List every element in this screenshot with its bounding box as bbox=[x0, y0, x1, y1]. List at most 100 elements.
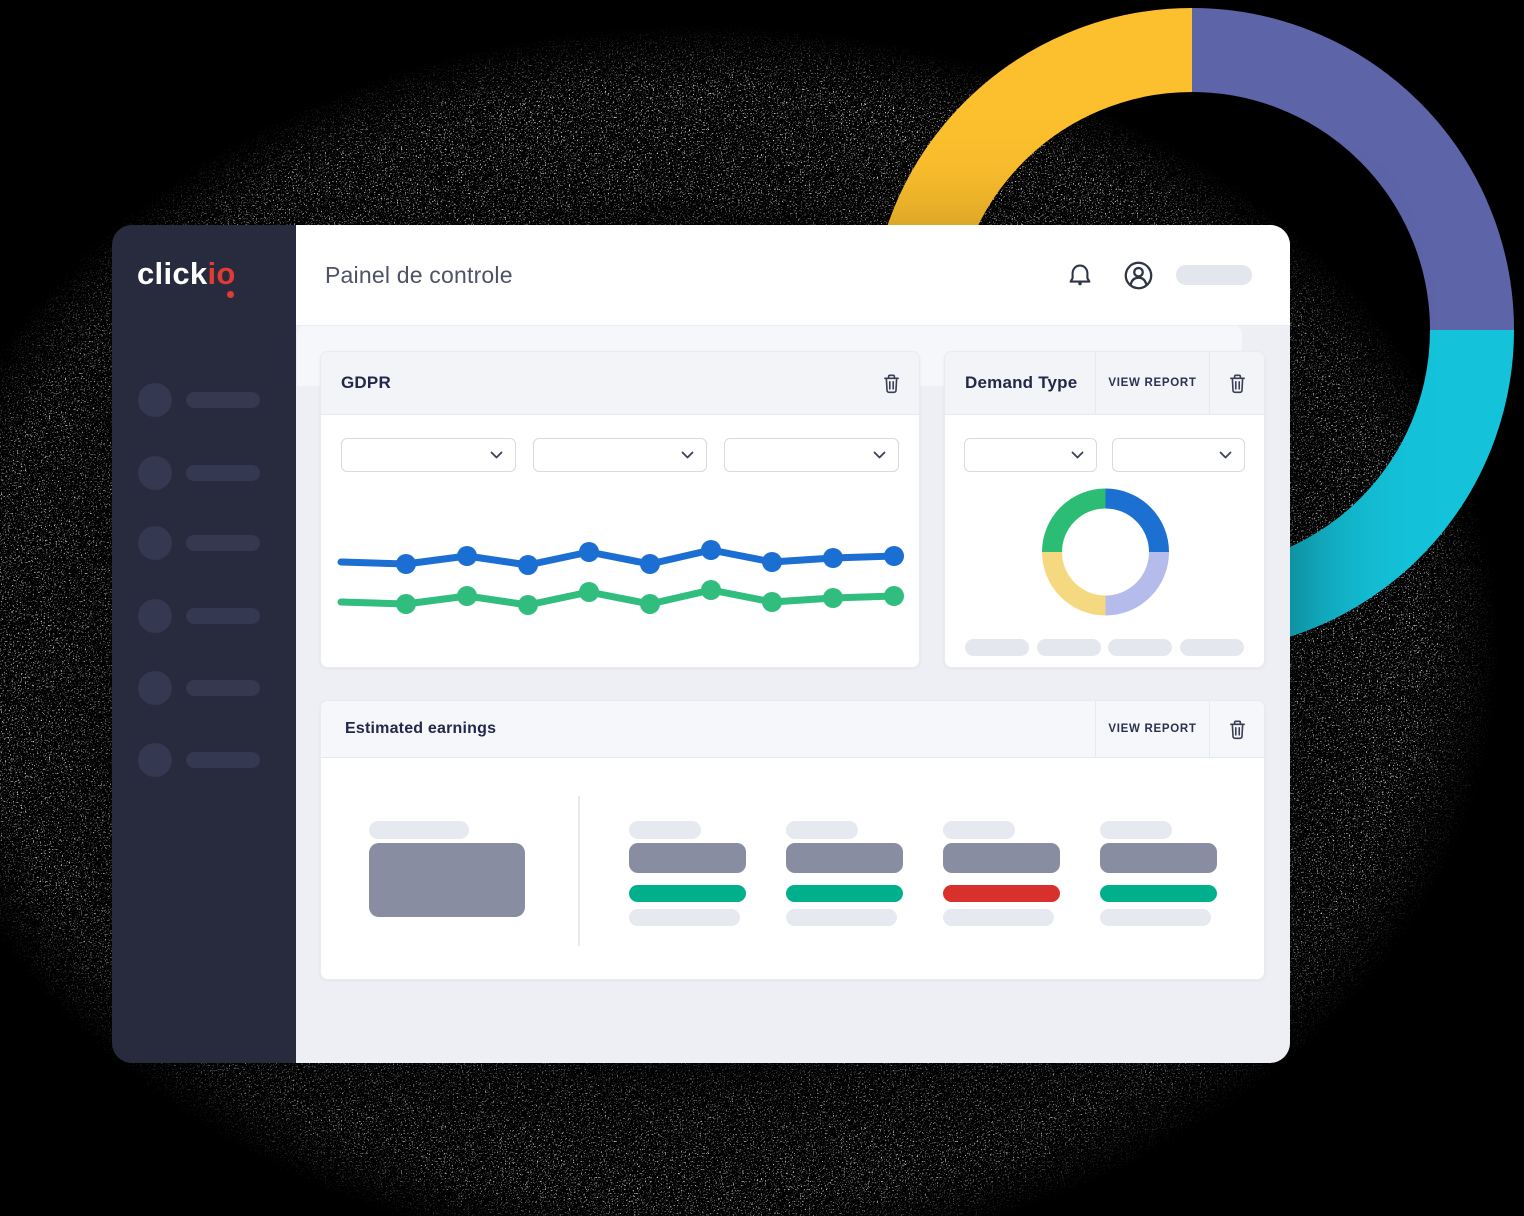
sidebar-item-1[interactable] bbox=[138, 383, 260, 417]
data-point bbox=[762, 592, 782, 612]
logo-dot bbox=[226, 291, 234, 298]
sidebar-item-5[interactable] bbox=[138, 671, 260, 705]
sidebar-nav bbox=[112, 225, 296, 1063]
demand-legend-row bbox=[965, 639, 1244, 656]
user-icon bbox=[1123, 260, 1154, 291]
estimated-earnings-card-header: Estimated earnings VIEW REPORT bbox=[321, 701, 1264, 758]
chevron-down-icon bbox=[490, 451, 503, 459]
gdpr-card-title: GDPR bbox=[341, 373, 391, 392]
line-series-blue bbox=[337, 546, 898, 569]
notifications-button[interactable] bbox=[1067, 262, 1093, 288]
sidebar-item-3[interactable] bbox=[138, 526, 260, 560]
gdpr-card: GDPR bbox=[320, 351, 920, 668]
estimated-earnings-card-title: Estimated earnings bbox=[345, 720, 497, 737]
page-title: Painel de controle bbox=[325, 261, 513, 288]
sidebar-item-label-placeholder bbox=[186, 535, 260, 551]
data-point bbox=[579, 582, 599, 602]
sidebar-item-icon-placeholder bbox=[138, 456, 172, 490]
estimated-earnings-card: Estimated earnings VIEW REPORT bbox=[320, 700, 1265, 980]
earnings-col-value-placeholder bbox=[943, 843, 1060, 873]
gdpr-filter-select-2[interactable] bbox=[532, 438, 708, 472]
earnings-col-sub-placeholder bbox=[1100, 909, 1211, 926]
chevron-down-icon bbox=[1071, 451, 1084, 459]
earnings-total-placeholder bbox=[369, 843, 525, 917]
legend-pill-placeholder bbox=[1036, 639, 1101, 656]
sidebar-item-icon-placeholder bbox=[138, 671, 172, 705]
sidebar-item-label-placeholder bbox=[186, 608, 260, 624]
dashboard: GDPR bbox=[296, 325, 1290, 1063]
earnings-col-sub-placeholder bbox=[786, 909, 897, 926]
logo-text-primary: click bbox=[137, 256, 208, 291]
data-point bbox=[823, 548, 843, 568]
data-point bbox=[518, 595, 538, 615]
sidebar-item-icon-placeholder bbox=[138, 383, 172, 417]
line-series-green bbox=[337, 586, 898, 609]
data-point bbox=[518, 555, 538, 575]
chevron-down-icon bbox=[873, 451, 886, 459]
sidebar-item-6[interactable] bbox=[138, 743, 260, 777]
donut-slice-blue bbox=[1105, 488, 1169, 553]
sidebar-item-icon-placeholder bbox=[138, 526, 172, 560]
data-point bbox=[823, 588, 843, 608]
earnings-col-metric-bar bbox=[943, 885, 1060, 902]
top-bar: Painel de controle bbox=[296, 225, 1290, 326]
demand-donut-chart bbox=[1042, 488, 1169, 616]
account-name-placeholder bbox=[1176, 265, 1252, 285]
content-area: Painel de controle bbox=[296, 225, 1290, 1063]
demand-delete-button[interactable] bbox=[1209, 352, 1264, 414]
data-point bbox=[396, 594, 416, 614]
earnings-column-4 bbox=[1100, 821, 1217, 926]
earnings-col-label-placeholder bbox=[1100, 821, 1172, 839]
gdpr-delete-button[interactable] bbox=[864, 352, 919, 414]
data-point bbox=[701, 580, 721, 600]
data-point bbox=[457, 546, 477, 566]
sidebar-item-label-placeholder bbox=[186, 752, 260, 768]
demand-view-report-button[interactable]: VIEW REPORT bbox=[1095, 352, 1209, 414]
donut-slice-yellow bbox=[1042, 551, 1106, 616]
earnings-col-label-placeholder bbox=[943, 821, 1015, 839]
data-point bbox=[884, 586, 904, 606]
gdpr-filter-select-1[interactable] bbox=[341, 438, 516, 472]
gdpr-filter-select-3[interactable] bbox=[724, 438, 900, 472]
earnings-column-1 bbox=[629, 821, 746, 926]
demand-filter-select-2[interactable] bbox=[1112, 438, 1245, 472]
data-point bbox=[640, 554, 660, 574]
sidebar-item-4[interactable] bbox=[138, 599, 260, 633]
demand-type-card-title: Demand Type bbox=[965, 373, 1078, 392]
earnings-col-metric-bar bbox=[1100, 885, 1217, 902]
data-point bbox=[701, 540, 721, 560]
earnings-col-metric-bar bbox=[629, 885, 746, 902]
gdpr-card-header: GDPR bbox=[321, 352, 919, 415]
earnings-col-metric-bar bbox=[786, 885, 903, 902]
earnings-col-label-placeholder bbox=[786, 821, 858, 839]
app-window: clickio Painel de controle bbox=[112, 225, 1290, 1063]
earnings-col-sub-placeholder bbox=[629, 909, 740, 926]
sidebar-item-label-placeholder bbox=[186, 392, 260, 408]
chevron-down-icon bbox=[681, 451, 694, 459]
trash-icon bbox=[882, 373, 901, 394]
data-point bbox=[396, 554, 416, 574]
earnings-col-value-placeholder bbox=[786, 843, 903, 873]
demand-filter-row bbox=[964, 438, 1245, 472]
donut-slice-lavender bbox=[1105, 551, 1169, 616]
logo-text-accent: io bbox=[207, 256, 236, 291]
demand-type-card-header: Demand Type VIEW REPORT bbox=[945, 352, 1264, 415]
donut-slice-green bbox=[1042, 488, 1106, 553]
demand-filter-select-1[interactable] bbox=[964, 438, 1097, 472]
earnings-col-label-placeholder bbox=[629, 821, 701, 839]
earnings-view-report-button[interactable]: VIEW REPORT bbox=[1095, 701, 1209, 757]
bell-icon bbox=[1067, 262, 1093, 288]
sidebar-item-2[interactable] bbox=[138, 456, 260, 490]
logo[interactable]: clickio bbox=[137, 256, 236, 298]
earnings-delete-button[interactable] bbox=[1209, 701, 1264, 757]
sidebar-item-icon-placeholder bbox=[138, 743, 172, 777]
earnings-col-sub-placeholder bbox=[943, 909, 1054, 926]
account-button[interactable] bbox=[1123, 260, 1154, 291]
earnings-divider bbox=[578, 796, 580, 946]
sidebar-item-label-placeholder bbox=[186, 465, 260, 481]
earnings-label-placeholder bbox=[369, 821, 469, 839]
legend-pill-placeholder bbox=[1108, 639, 1173, 656]
legend-pill-placeholder bbox=[1179, 639, 1244, 656]
data-point bbox=[640, 594, 660, 614]
